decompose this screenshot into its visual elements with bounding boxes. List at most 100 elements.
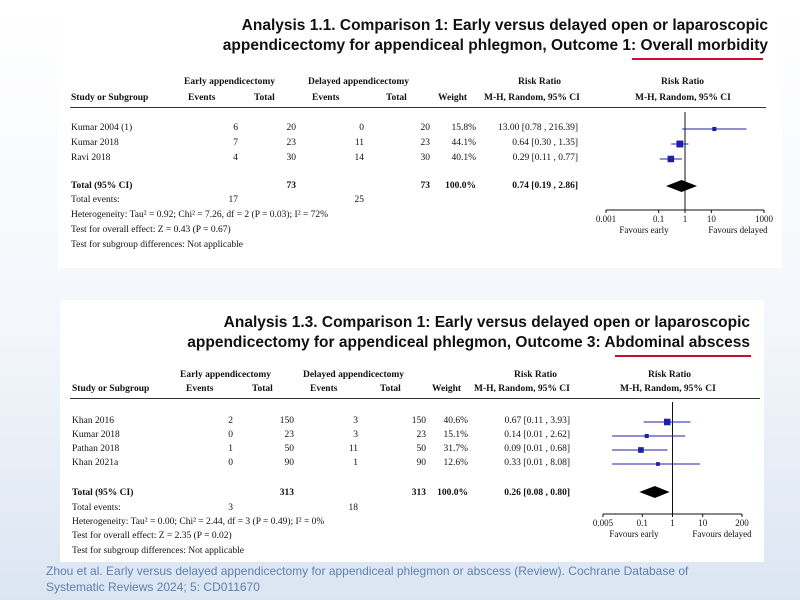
title-highlight-underline [615, 355, 751, 357]
header-group-early: Early appendicectomy [184, 77, 276, 87]
study-name: Kumar 2018 [72, 430, 120, 440]
risk-ratio-ci: 0.33 [0.01 , 8.08] [504, 458, 570, 468]
total-early: 20 [286, 123, 297, 133]
title-line-1: Analysis 1.3. Comparison 1: Early versus… [223, 314, 750, 331]
events-delayed: 11 [348, 444, 358, 454]
x-tick-label: 1000 [755, 214, 774, 224]
title-line-2: appendicectomy for appendiceal phlegmon,… [187, 333, 750, 353]
events-delayed: 11 [354, 138, 364, 148]
events-delayed: 0 [359, 123, 364, 133]
total-delayed: 23 [416, 430, 427, 440]
total-weight: 100.0% [445, 181, 476, 191]
header-total-delayed: Total [386, 93, 407, 103]
title-line-2: appendicectomy for appendiceal phlegmon,… [223, 36, 768, 56]
header-weight: Weight [432, 384, 462, 394]
panel-title: Analysis 1.3. Comparison 1: Early versus… [187, 313, 750, 353]
total-delayed: 20 [420, 123, 431, 133]
events-delayed: 14 [354, 153, 365, 163]
header-risk-ratio: Risk Ratio [514, 370, 558, 380]
header-total-early: Total [252, 384, 273, 394]
pooled-diamond [666, 180, 698, 192]
header-events-delayed: Events [312, 93, 340, 103]
risk-ratio-ci: 0.67 [0.11 , 3.93] [504, 416, 570, 426]
point-estimate-marker [656, 462, 660, 466]
subgroup-text: Test for subgroup differences: Not appli… [72, 546, 244, 556]
risk-ratio-ci: 0.09 [0.01 , 0.68] [504, 444, 570, 454]
study-name: Kumar 2004 (1) [71, 123, 133, 133]
total-early: 50 [284, 444, 295, 454]
total-ci: 0.74 [0.19 , 2.86] [512, 181, 578, 191]
events-delayed: 3 [353, 416, 358, 426]
events-delayed: 1 [353, 458, 358, 468]
events-early: 0 [228, 430, 233, 440]
total-delayed: 90 [416, 458, 427, 468]
study-name: Ravi 2018 [71, 153, 111, 163]
weight: 31.7% [443, 444, 468, 454]
study-name: Khan 2016 [72, 416, 114, 426]
panel-title: Analysis 1.1. Comparison 1: Early versus… [223, 16, 768, 56]
weight: 15.8% [451, 123, 476, 133]
header-method: M-H, Random, 95% CI [484, 93, 580, 103]
events-early: 2 [228, 416, 233, 426]
header-total-delayed: Total [380, 384, 401, 394]
header-rule [70, 398, 760, 399]
x-tick-label: 0.1 [653, 214, 664, 224]
x-tick-label: 1 [670, 518, 675, 528]
events-early: 0 [228, 458, 233, 468]
title-line-1: Analysis 1.1. Comparison 1: Early versus… [241, 17, 768, 34]
study-name: Khan 2021a [72, 458, 119, 468]
risk-ratio-ci: 13.00 [0.78 , 216.39] [498, 123, 578, 133]
study-name: Kumar 2018 [71, 138, 119, 148]
point-estimate-marker [667, 155, 675, 163]
weight: 40.1% [451, 153, 476, 163]
forest-plot-panel-overall-morbidity: Analysis 1.1. Comparison 1: Early versus… [58, 0, 782, 268]
overall-effect-text: Test for overall effect: Z = 0.43 (P = 0… [71, 225, 231, 235]
header-rule [70, 107, 766, 108]
total-events-delayed: 18 [348, 503, 359, 513]
total-early: 150 [279, 416, 294, 426]
events-early: 6 [233, 123, 238, 133]
point-estimate-marker [676, 140, 684, 148]
weight: 15.1% [443, 430, 468, 440]
total-label: Total (95% CI) [71, 181, 133, 191]
weight: 12.6% [443, 458, 468, 468]
total-delayed: 50 [416, 444, 427, 454]
header-total-early: Total [254, 93, 275, 103]
header-study: Study or Subgroup [72, 384, 150, 394]
risk-ratio-ci: 0.14 [0.01 , 2.62] [504, 430, 570, 440]
title-highlight: Overall morbidity [640, 37, 768, 54]
total-label: Total (95% CI) [72, 488, 134, 498]
header-group-delayed: Delayed appendicectomy [303, 370, 405, 380]
weight: 44.1% [451, 138, 476, 148]
x-tick-label: 10 [707, 214, 717, 224]
total-early: 313 [279, 488, 294, 498]
header-weight: Weight [438, 93, 468, 103]
header-risk-ratio-plot: Risk Ratio [648, 370, 692, 380]
total-early: 73 [286, 181, 297, 191]
point-estimate-marker [644, 433, 649, 439]
header-events-early: Events [188, 93, 216, 103]
total-ci: 0.26 [0.08 , 0.80] [504, 488, 570, 498]
point-estimate-marker [663, 418, 671, 426]
favours-delayed-label: Favours delayed [692, 529, 752, 539]
risk-ratio-ci: 0.64 [0.30 , 1.35] [512, 138, 578, 148]
header-events-early: Events [186, 384, 214, 394]
header-method: M-H, Random, 95% CI [474, 384, 570, 394]
favours-delayed-label: Favours delayed [708, 225, 768, 235]
x-tick-label: 1 [683, 214, 688, 224]
title-line-2-text: appendicectomy for appendiceal phlegmon,… [187, 334, 605, 351]
total-delayed: 23 [420, 138, 431, 148]
risk-ratio-ci: 0.29 [0.11 , 0.77] [512, 153, 578, 163]
x-tick-label: 10 [698, 518, 708, 528]
favours-early-label: Favours early [609, 529, 659, 539]
total-early: 30 [286, 153, 297, 163]
subgroup-text: Test for subgroup differences: Not appli… [71, 240, 243, 250]
total-weight: 100.0% [437, 488, 468, 498]
header-events-delayed: Events [310, 384, 338, 394]
total-events-early: 3 [228, 503, 233, 513]
title-highlight-underline [632, 58, 763, 60]
forest-plot-panel-abdominal-abscess: Analysis 1.3. Comparison 1: Early versus… [60, 300, 764, 562]
pooled-diamond [639, 486, 670, 498]
x-tick-label: 0.1 [637, 518, 648, 528]
x-tick-label: 200 [735, 518, 749, 528]
